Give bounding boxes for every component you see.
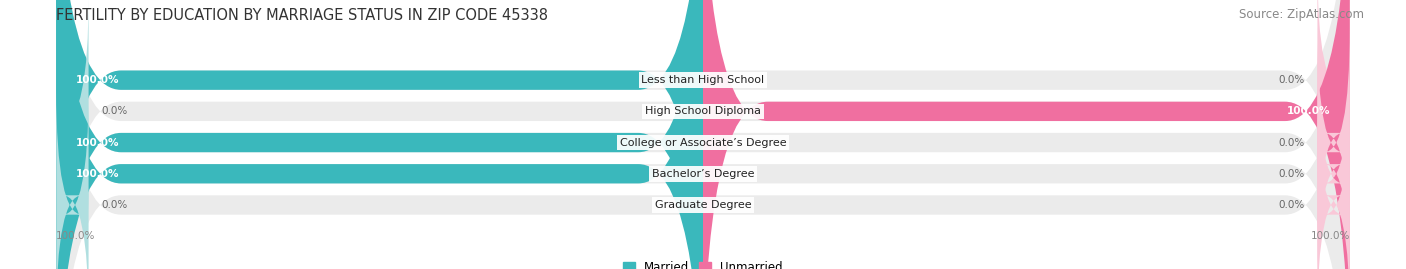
- FancyBboxPatch shape: [1317, 27, 1350, 258]
- Text: 0.0%: 0.0%: [101, 106, 128, 116]
- FancyBboxPatch shape: [56, 0, 1350, 269]
- FancyBboxPatch shape: [703, 0, 1350, 269]
- Text: 100.0%: 100.0%: [76, 169, 120, 179]
- Text: 0.0%: 0.0%: [1278, 200, 1305, 210]
- Text: Source: ZipAtlas.com: Source: ZipAtlas.com: [1239, 8, 1364, 21]
- FancyBboxPatch shape: [56, 0, 89, 226]
- FancyBboxPatch shape: [1317, 0, 1350, 195]
- FancyBboxPatch shape: [56, 0, 1350, 269]
- Text: 0.0%: 0.0%: [1278, 169, 1305, 179]
- Text: 0.0%: 0.0%: [101, 200, 128, 210]
- FancyBboxPatch shape: [1317, 59, 1350, 269]
- Text: 100.0%: 100.0%: [1286, 106, 1330, 116]
- Text: Graduate Degree: Graduate Degree: [655, 200, 751, 210]
- FancyBboxPatch shape: [56, 0, 1350, 269]
- Text: College or Associate’s Degree: College or Associate’s Degree: [620, 137, 786, 148]
- Text: 100.0%: 100.0%: [56, 231, 96, 241]
- Text: 0.0%: 0.0%: [1278, 137, 1305, 148]
- FancyBboxPatch shape: [56, 0, 703, 269]
- FancyBboxPatch shape: [56, 0, 1350, 269]
- Text: 100.0%: 100.0%: [76, 75, 120, 85]
- FancyBboxPatch shape: [56, 0, 1350, 269]
- FancyBboxPatch shape: [1317, 90, 1350, 269]
- Text: 100.0%: 100.0%: [76, 137, 120, 148]
- Legend: Married, Unmarried: Married, Unmarried: [623, 261, 783, 269]
- Text: High School Diploma: High School Diploma: [645, 106, 761, 116]
- Text: 0.0%: 0.0%: [1278, 75, 1305, 85]
- Text: Less than High School: Less than High School: [641, 75, 765, 85]
- FancyBboxPatch shape: [56, 90, 89, 269]
- FancyBboxPatch shape: [56, 0, 703, 269]
- Text: FERTILITY BY EDUCATION BY MARRIAGE STATUS IN ZIP CODE 45338: FERTILITY BY EDUCATION BY MARRIAGE STATU…: [56, 8, 548, 23]
- Text: Bachelor’s Degree: Bachelor’s Degree: [652, 169, 754, 179]
- FancyBboxPatch shape: [56, 0, 703, 269]
- Text: 100.0%: 100.0%: [1310, 231, 1350, 241]
